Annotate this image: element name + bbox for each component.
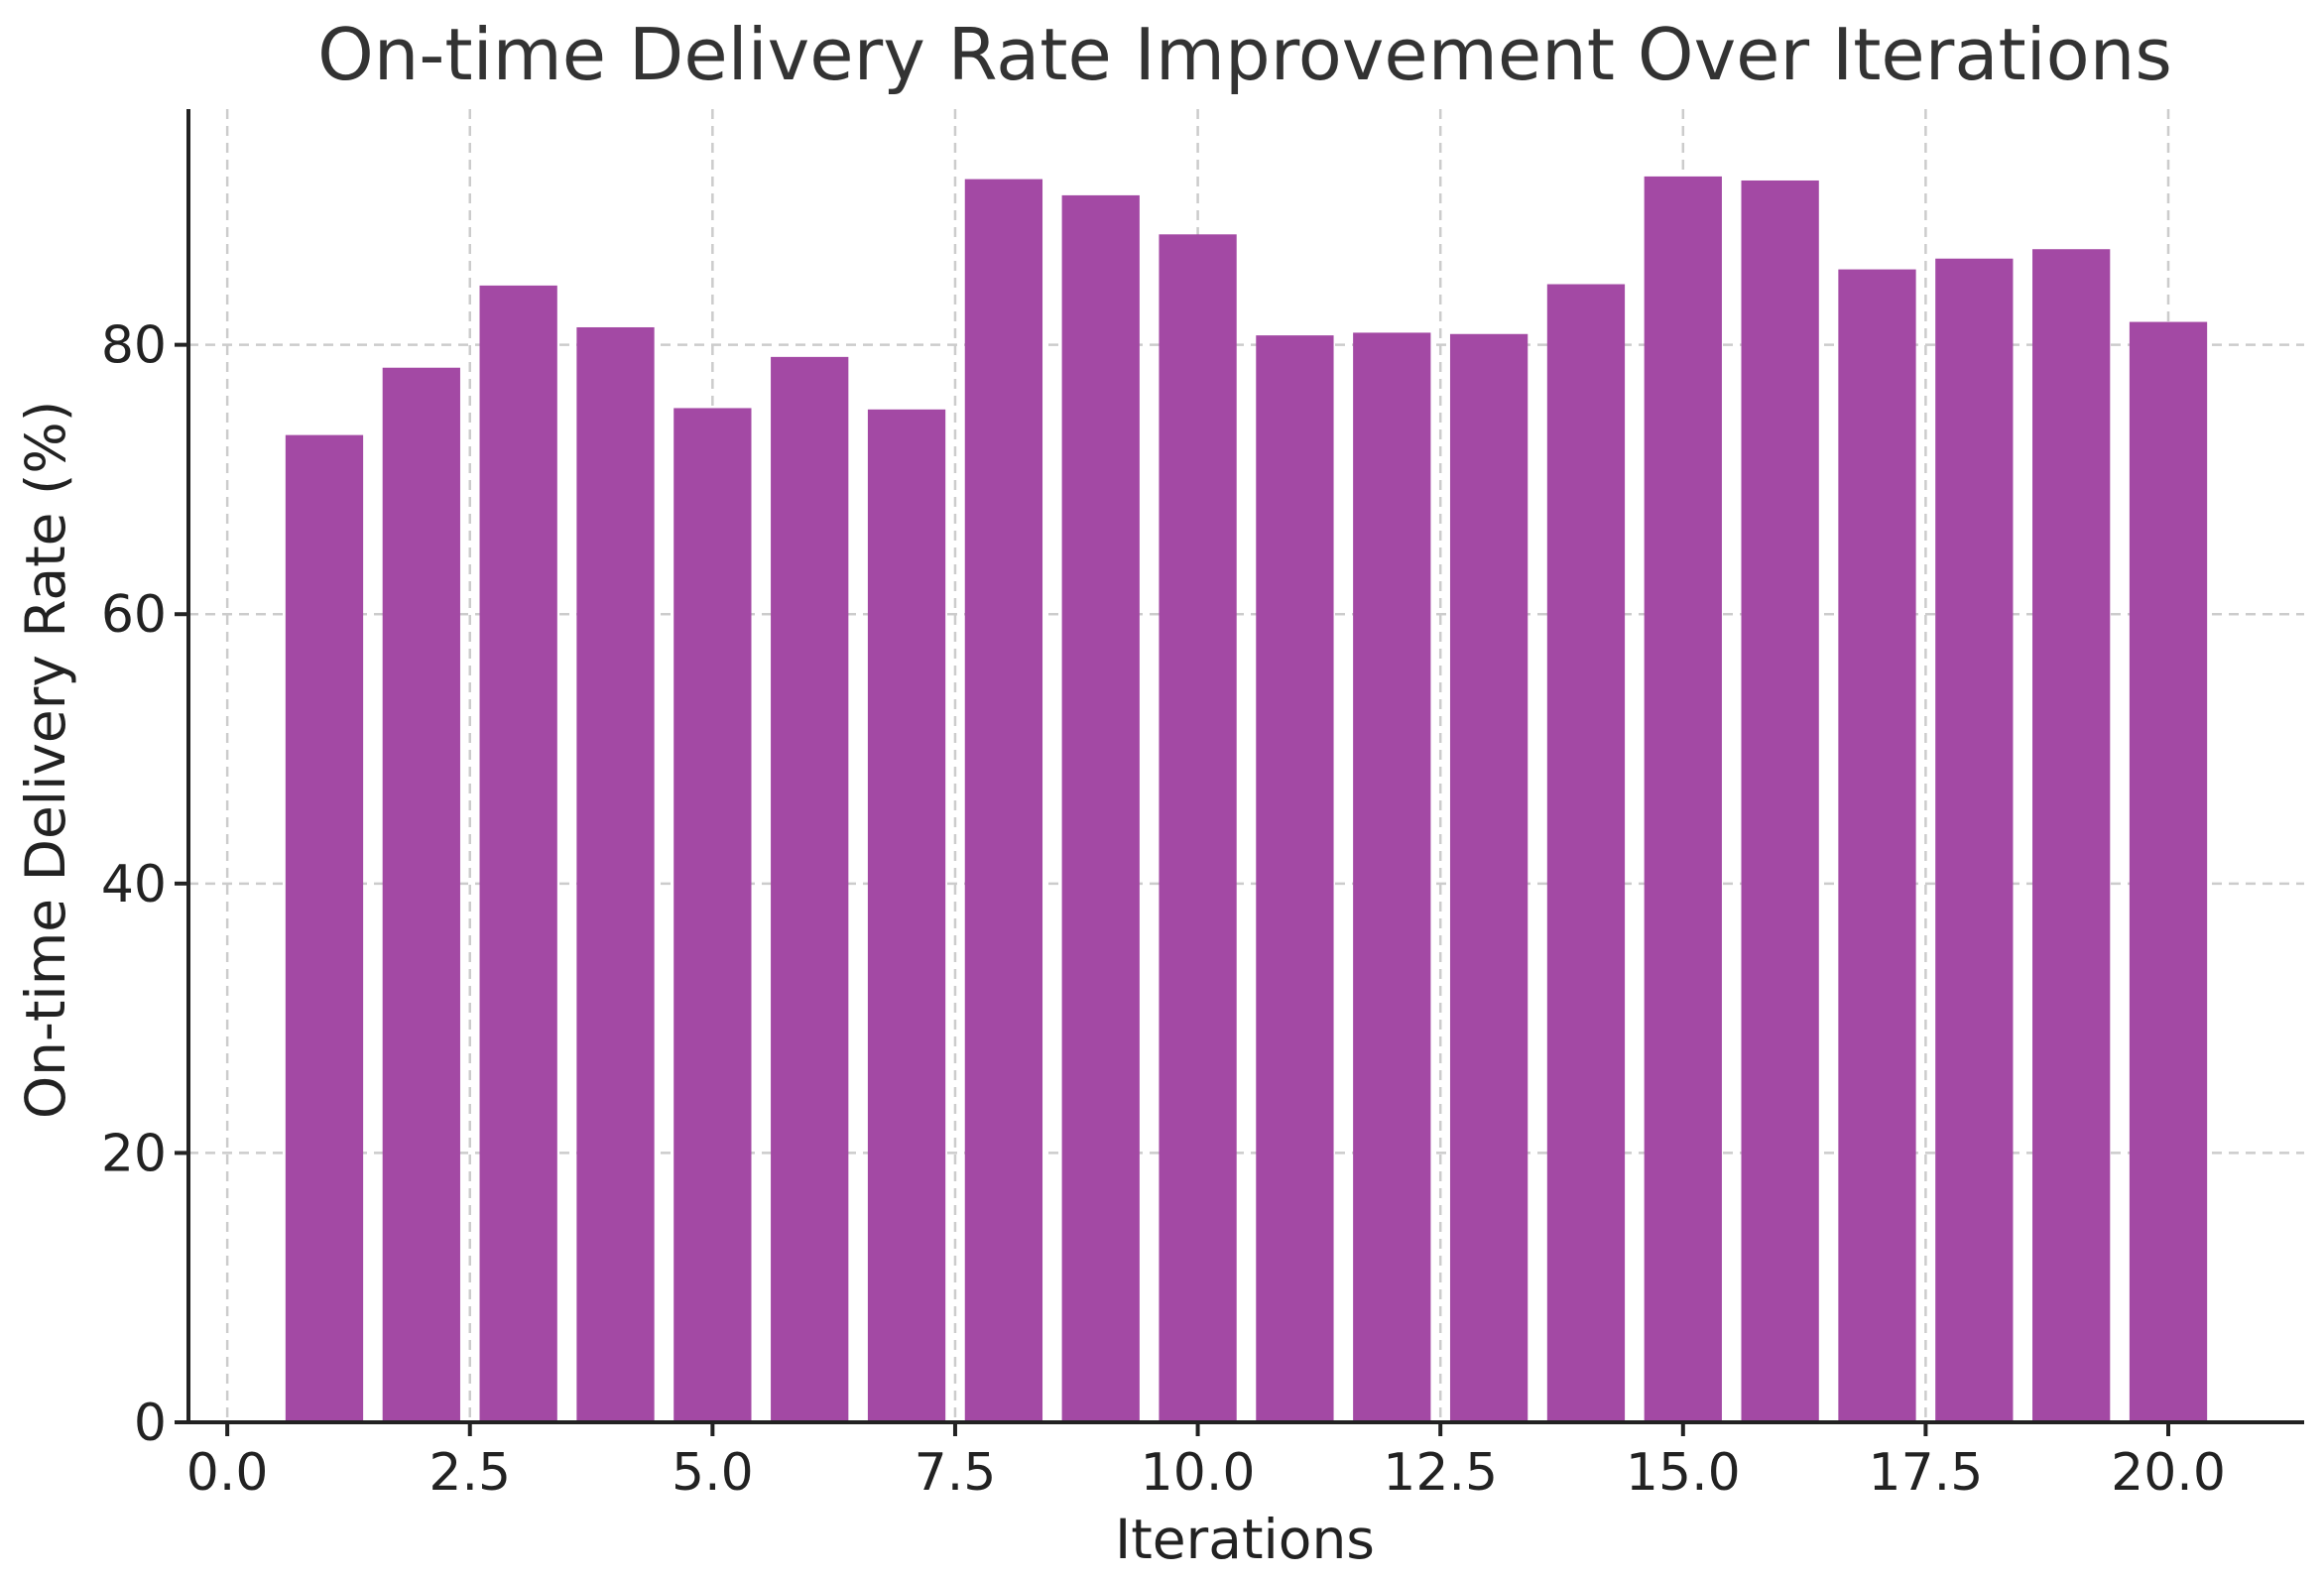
y-tick-label-3: 60 [101,585,167,645]
bar-5 [673,408,752,1423]
x-tick-label-6: 15.0 [1626,1443,1741,1503]
bar-6 [771,356,849,1423]
y-tick-label-2: 40 [101,855,167,914]
bar-3 [479,285,557,1422]
bar-2 [382,367,460,1422]
bar-12 [1353,332,1431,1423]
bar-14 [1546,284,1626,1422]
x-tick-label-0: 0.0 [186,1443,269,1503]
bar-8 [964,179,1043,1423]
bar-9 [1061,194,1140,1423]
y-tick-label-0: 0 [134,1394,167,1453]
x-axis-label: Iterations [1115,1508,1375,1571]
chart-title: On-time Delivery Rate Improvement Over I… [317,13,2172,96]
bar-7 [867,409,946,1422]
bar-16 [1741,180,1819,1422]
x-tick-label-1: 2.5 [428,1443,511,1503]
x-tick-label-2: 5.0 [672,1443,754,1503]
bar-20 [2129,321,2208,1422]
x-tick-label-7: 17.5 [1869,1443,1984,1503]
bar-1 [285,434,364,1422]
bar-11 [1256,335,1334,1422]
y-tick-label-4: 80 [101,316,167,376]
bar-10 [1159,234,1237,1423]
x-tick-label-4: 10.0 [1141,1443,1256,1503]
x-tick-label-8: 20.0 [2111,1443,2226,1503]
x-tick-label-3: 7.5 [915,1443,997,1503]
x-tick-label-5: 12.5 [1383,1443,1498,1503]
bar-13 [1449,333,1529,1422]
bars [285,176,2208,1423]
bar-17 [1838,269,1916,1422]
bar-18 [1935,258,2014,1422]
bar-15 [1644,176,1722,1422]
bar-4 [576,326,655,1423]
tick-labels: 0.0 2.5 5.0 7.5 10.0 12.5 15.0 17.5 20.0 0 20 40 60 8… [101,316,2226,1503]
y-axis-label: On-time Delivery Rate (%) [14,401,77,1119]
axes [186,109,2304,1424]
bar-19 [2032,249,2111,1422]
y-tick-label-1: 20 [101,1124,167,1183]
